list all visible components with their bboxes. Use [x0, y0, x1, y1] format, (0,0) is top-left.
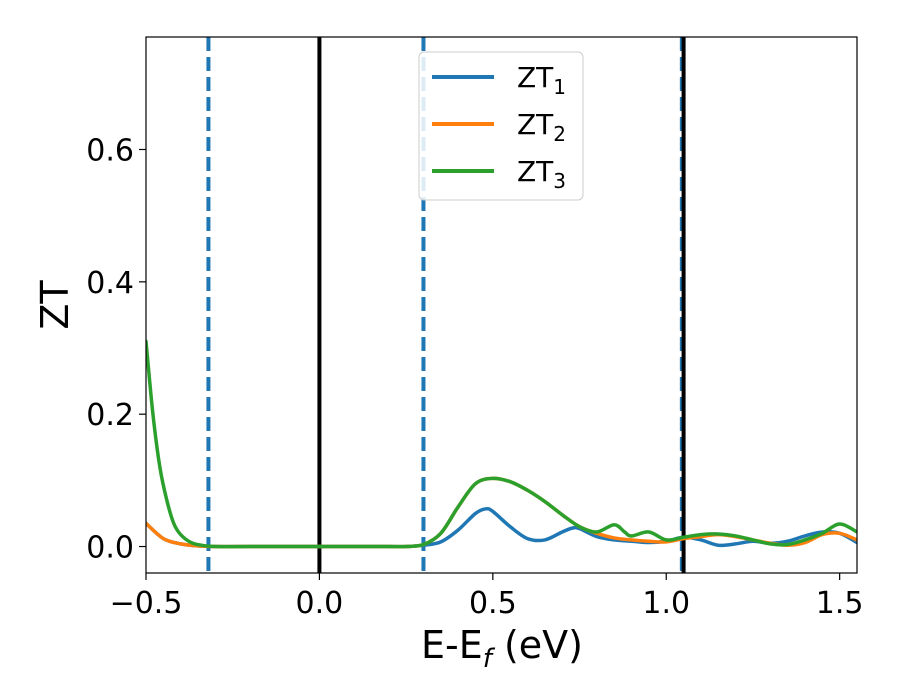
x-tick-label: 1.0: [642, 586, 690, 621]
y-axis-label: ZT: [33, 280, 77, 330]
legend: ZT1 ZT2 ZT3: [418, 51, 584, 201]
x-axis-label-main: E-E: [421, 623, 483, 667]
y-tick-label: 0.6: [86, 133, 134, 168]
legend-box: [418, 51, 584, 201]
x-tick-label: 1.5: [816, 586, 864, 621]
x-tick-label: 0.5: [469, 586, 517, 621]
y-ticks: 0.0 0.2 0.4 0.6: [86, 133, 146, 566]
x-tick-label: 0.0: [296, 586, 344, 621]
x-ticks: −0.5 0.0 0.5 1.0 1.5: [110, 573, 864, 621]
x-axis-label: E-Ef (eV): [421, 623, 583, 674]
y-tick-label: 0.4: [86, 266, 134, 301]
plot-frame: [145, 36, 858, 574]
y-tick-label: 0.0: [86, 531, 134, 566]
y-tick-label: 0.2: [86, 398, 134, 433]
legend-label-zt1: ZT1: [517, 61, 566, 99]
series-line-zt3: [146, 339, 857, 549]
x-tick-label: −0.5: [110, 586, 183, 621]
legend-label-zt3: ZT3: [517, 155, 566, 193]
legend-label-zt2: ZT2: [517, 108, 566, 146]
series-lines: [146, 339, 857, 549]
x-axis-label-unit: (eV): [504, 623, 583, 667]
